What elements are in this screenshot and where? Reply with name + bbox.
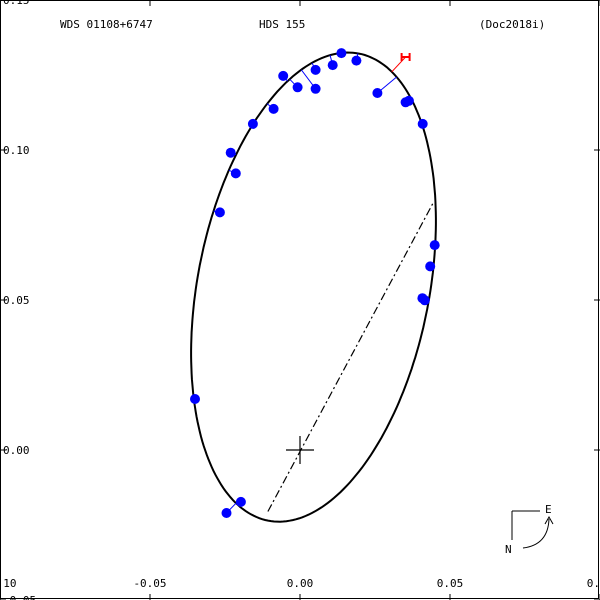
x-tick-label: -0.10 — [0, 577, 17, 590]
header-right: (Doc2018i) — [479, 18, 545, 31]
observation-points — [190, 48, 440, 518]
x-tick-label: 0.00 — [287, 577, 314, 590]
observation-point — [310, 83, 321, 94]
orbit-ellipse — [190, 51, 437, 523]
arrow-head-icon — [544, 515, 554, 525]
observation-point — [351, 55, 362, 66]
observation-point — [214, 207, 225, 218]
x-tick-label: 0.05 — [437, 577, 464, 590]
observation-point — [292, 82, 303, 93]
compass-east-label: E — [545, 503, 552, 516]
observation-point — [230, 168, 241, 179]
observation-point — [419, 295, 430, 306]
observation-point — [336, 48, 347, 59]
compass-rotation-arrow — [522, 518, 550, 549]
observation-point — [327, 60, 338, 71]
observation-point — [417, 118, 428, 129]
observation-point — [268, 103, 279, 114]
chart-title: HDS 155 — [259, 18, 305, 31]
outlier-residual — [391, 56, 406, 73]
primary-star-marker — [286, 436, 314, 464]
compass-north-label: N — [505, 543, 512, 556]
y-tick-label: 0.10 — [3, 144, 30, 157]
observation-point — [403, 95, 414, 106]
y-tick-label: 0.15 — [3, 0, 30, 7]
y-tick-label: -0.05 — [3, 594, 36, 600]
observation-point — [278, 70, 289, 81]
observation-point — [235, 496, 246, 507]
line-of-apsides — [267, 202, 434, 512]
observation-point — [221, 508, 232, 518]
observation-point — [247, 118, 258, 129]
observation-point — [425, 261, 436, 272]
compass: E N — [505, 503, 554, 556]
x-tick-label: 0.10 — [587, 577, 600, 590]
observation-point — [190, 394, 200, 404]
observation-point — [429, 240, 440, 251]
y-tick-label: 0.05 — [3, 294, 30, 307]
residual-lines — [193, 52, 436, 514]
observation-point — [372, 88, 383, 98]
y-tick-label: 0.00 — [3, 444, 30, 457]
rejected-observation — [391, 53, 411, 73]
observation-point — [225, 147, 236, 158]
x-tick-label: -0.05 — [133, 577, 166, 590]
observation-point — [310, 64, 321, 75]
header-left: WDS 01108+6747 — [60, 18, 153, 31]
